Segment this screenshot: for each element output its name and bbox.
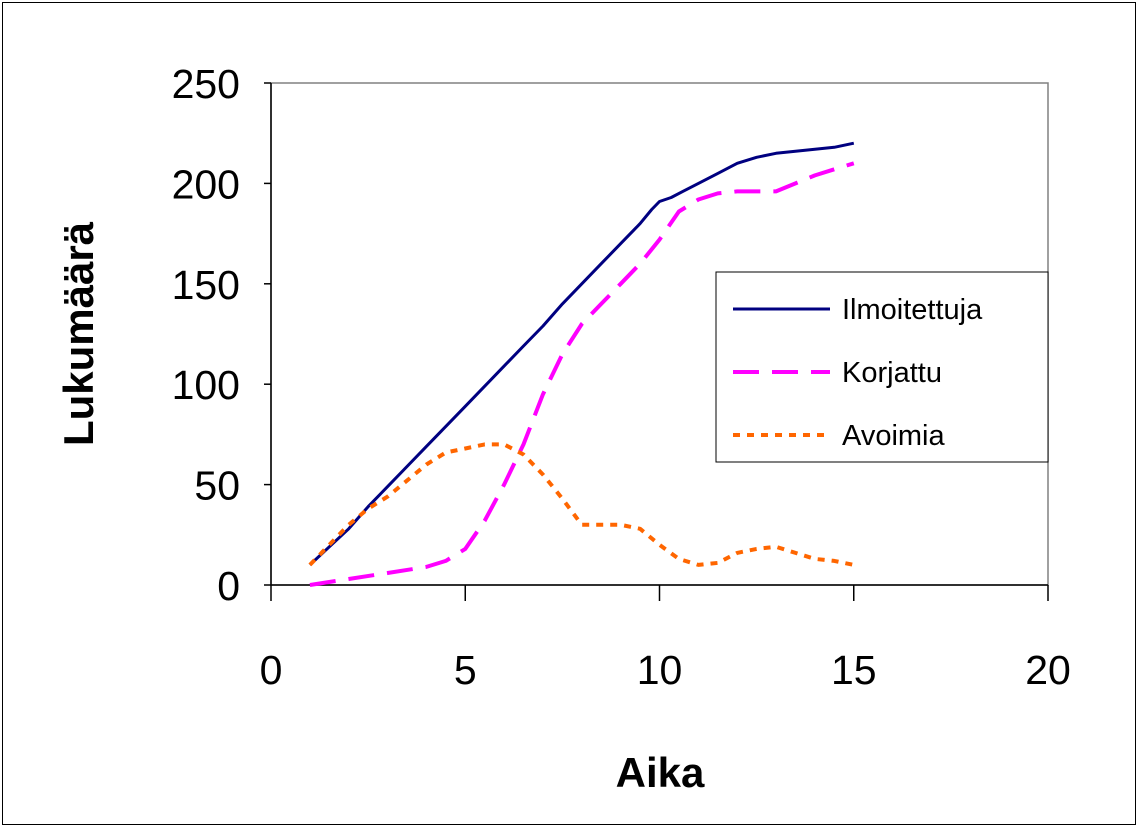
y-tick-label: 250 <box>172 61 240 107</box>
series-line-korjattu <box>309 161 855 587</box>
x-tick-label: 0 <box>260 647 283 693</box>
legend-box <box>715 271 1049 463</box>
x-tick-label: 20 <box>1025 647 1071 693</box>
y-axis-title: Lukumäärä <box>55 221 102 446</box>
legend-label-avoimia: Avoimia <box>842 420 945 452</box>
y-tick-label: 100 <box>172 362 240 408</box>
y-tick-label: 150 <box>172 262 240 308</box>
axes <box>264 82 1049 601</box>
tick-labels: 0 50 100 150 200 250 0 5 10 15 20 <box>172 61 1071 693</box>
x-tick-label: 5 <box>454 647 477 693</box>
x-axis-title: Aika <box>616 749 705 796</box>
legend: Ilmoitettuja Korjattu Avoimia <box>715 271 1049 463</box>
y-tick-label: 0 <box>217 563 240 609</box>
legend-label-korjattu: Korjattu <box>842 357 942 389</box>
y-tick-label: 200 <box>172 161 240 207</box>
y-tick-label: 50 <box>194 463 240 509</box>
legend-label-ilmoitettuja: Ilmoitettuja <box>842 294 983 326</box>
x-tick-label: 10 <box>637 647 683 693</box>
x-tick-label: 15 <box>831 647 877 693</box>
series-line-ilmoitettuja <box>308 141 855 566</box>
series-layer <box>308 141 855 587</box>
